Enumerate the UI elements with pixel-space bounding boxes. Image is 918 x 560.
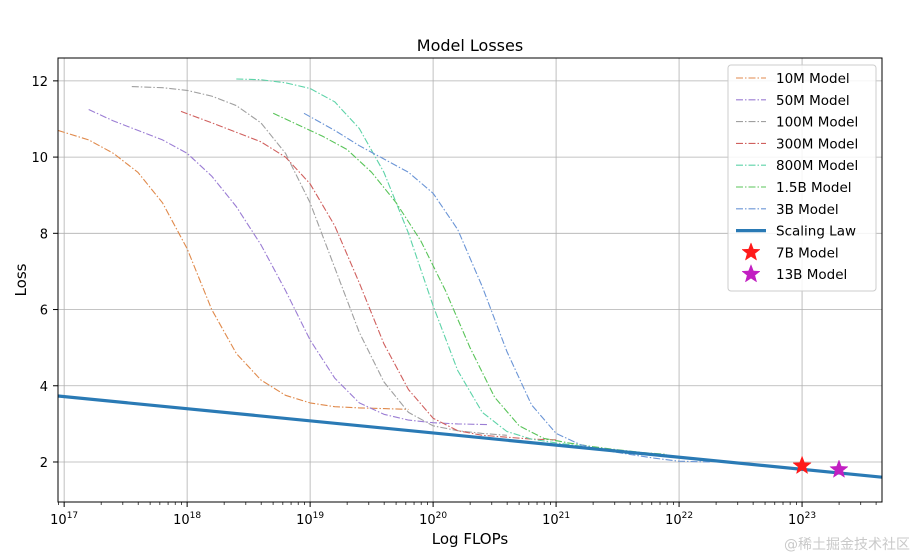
x-axis-label: Log FLOPs [432, 530, 509, 548]
y-tick-label: 4 [40, 380, 48, 395]
marker-7b-model [792, 455, 812, 475]
legend-label: Scaling Law [776, 224, 856, 240]
legend-label: 100M Model [776, 115, 858, 131]
legend-label: 3B Model [776, 202, 839, 218]
y-axis-label: Loss [12, 263, 30, 296]
y-tick-label: 10 [31, 151, 48, 166]
legend-label: 10M Model [776, 71, 850, 87]
x-tick-label: 1018 [173, 511, 201, 528]
series-line-50m-model [88, 109, 489, 426]
y-tick-label: 6 [40, 304, 48, 319]
series-line-100m-model [131, 86, 507, 436]
series-line-1-5b-model [272, 112, 667, 455]
legend-label: 800M Model [776, 158, 858, 174]
x-tick-label: 1021 [542, 511, 570, 528]
watermark-text: @稀土掘金技术社区 [784, 537, 910, 553]
series-line-300m-model [180, 110, 557, 441]
legend: 10M Model 50M Model 100M Model 300M Model 80… [727, 64, 877, 292]
tick-layer: 1017 1018 1019 1020 1021 1022 1023 2 4 6 8 10 12 [31, 75, 877, 528]
chart-title: Model Losses [417, 36, 523, 55]
series-line-10m-model [58, 129, 409, 410]
x-tick-label: 1017 [50, 511, 78, 528]
legend-label: 13B Model [776, 267, 847, 283]
legend-label: 300M Model [776, 136, 858, 152]
x-tick-label: 1020 [419, 511, 447, 528]
legend-label: 50M Model [776, 93, 850, 109]
series-layer [58, 78, 882, 479]
series-line-800m-model [236, 78, 655, 456]
y-tick-label: 12 [31, 75, 48, 90]
legend-swatch [741, 263, 761, 283]
series-line-3b-model [303, 112, 710, 463]
legend-label: 1.5B Model [776, 180, 852, 196]
y-tick-label: 2 [40, 456, 48, 471]
x-tick-label: 1019 [296, 511, 324, 528]
y-tick-label: 8 [40, 227, 48, 242]
legend-label: 7B Model [776, 245, 839, 261]
x-tick-label: 1022 [665, 511, 693, 528]
x-tick-label: 1023 [788, 511, 816, 528]
legend-swatch [741, 242, 761, 261]
series-line-scaling-law [58, 394, 882, 479]
marker-13b-model [829, 459, 849, 478]
